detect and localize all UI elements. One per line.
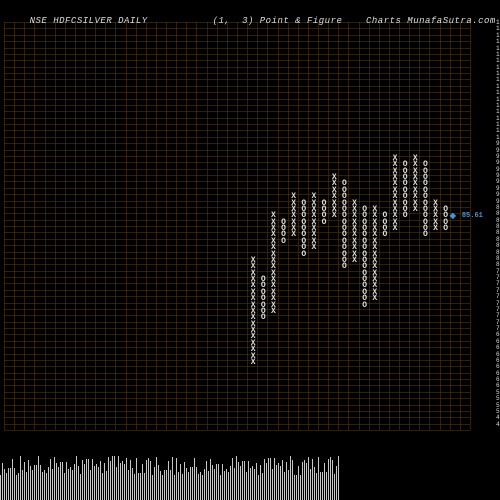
barcode-footer (0, 455, 500, 500)
pnf-o-mark: O (258, 314, 268, 322)
pnf-o-mark: O (420, 231, 430, 239)
pnf-o-mark: O (339, 263, 349, 271)
pnf-x-mark: X (370, 295, 380, 303)
pnf-x-mark: X (289, 231, 299, 239)
y-tick-label: 43 (496, 422, 500, 428)
pnf-x-mark: X (430, 225, 440, 233)
current-price-marker: ◆ (450, 211, 456, 221)
pnf-o-mark: O (360, 302, 370, 310)
pnf-x-mark: X (268, 308, 278, 316)
pnf-x-mark: X (390, 225, 400, 233)
pnf-o-mark: O (279, 238, 289, 246)
pnf-x-mark: X (349, 257, 359, 265)
pnf-o-mark: O (400, 212, 410, 220)
pnf-x-mark: X (410, 206, 420, 214)
title-params: (1, 3) Point & Figure (213, 16, 343, 26)
title-source: Charts MunafaSutra.com (366, 16, 496, 26)
pnf-x-mark: X (329, 212, 339, 220)
pnf-x-mark: X (309, 244, 319, 252)
chart-title: NSE HDFCSILVER DAILY (1, 3) Point & Figu… (6, 6, 496, 36)
title-exchange: NSE HDFCSILVER DAILY (30, 16, 148, 26)
pnf-o-mark: O (299, 251, 309, 259)
current-price-label: 85.61 (462, 212, 483, 220)
chart-grid: XXXXXXXXXXXXXXXXXOOOOOOOXXXXXXXXXXXXXXXX… (4, 22, 470, 430)
pnf-o-mark: O (441, 225, 451, 233)
pnf-o-mark: O (319, 219, 329, 227)
pnf-x-mark: X (248, 359, 258, 367)
pnf-o-mark: O (380, 231, 390, 239)
